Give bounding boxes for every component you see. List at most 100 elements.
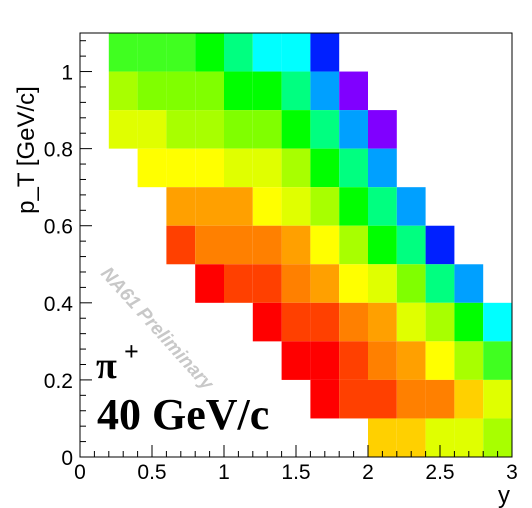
heatmap-cell xyxy=(310,379,340,419)
heatmap-cell xyxy=(310,302,340,342)
heatmap-cell xyxy=(425,225,455,265)
heatmap-cell xyxy=(224,148,253,188)
heatmap-cell xyxy=(310,33,340,72)
heatmap-cell xyxy=(454,264,484,303)
heatmap-cell xyxy=(252,187,282,226)
heatmap-cell xyxy=(310,264,340,303)
heatmap-cell xyxy=(224,225,253,265)
y-tick-label: 0.6 xyxy=(44,216,73,239)
heatmap-cell xyxy=(310,148,340,188)
heatmap-cell xyxy=(339,264,368,303)
heatmap-cell xyxy=(396,302,426,342)
heatmap-cell xyxy=(368,225,397,265)
heatmap-cell xyxy=(166,148,196,188)
heatmap-cell xyxy=(339,302,368,342)
particle-charge: + xyxy=(124,337,139,366)
heatmap-cell xyxy=(339,187,368,226)
heatmap-cell xyxy=(166,110,196,149)
x-tick-label: 2.5 xyxy=(425,461,454,484)
heatmap-cell xyxy=(281,33,311,72)
y-tick-label: 0.4 xyxy=(44,293,74,316)
heatmap-cell xyxy=(339,110,368,149)
y-tick-label: 0.8 xyxy=(44,139,73,162)
heatmap-cell xyxy=(224,71,253,111)
beam-momentum-label: 40 GeV/c xyxy=(97,390,269,439)
heatmap-cell xyxy=(281,341,311,380)
heatmap-cell xyxy=(339,71,368,111)
heatmap-cell xyxy=(195,148,224,188)
heatmap-cell xyxy=(368,148,397,188)
x-axis-label: y xyxy=(498,482,510,508)
heatmap-cell xyxy=(454,418,484,457)
heatmap-cell xyxy=(339,341,368,380)
heatmap-cell xyxy=(252,302,282,342)
heatmap-cell xyxy=(166,187,196,226)
heatmap-cell xyxy=(483,418,512,457)
heatmap-cell xyxy=(281,148,311,188)
heatmap-cell xyxy=(368,379,397,419)
heatmap-cell xyxy=(368,302,397,342)
plot-frame xyxy=(79,32,513,458)
heatmap-cell xyxy=(281,302,311,342)
heatmap-cell xyxy=(108,110,138,149)
heatmap-cell xyxy=(339,379,368,419)
heatmap-cell xyxy=(252,225,282,265)
heatmap-cell xyxy=(195,264,224,303)
heatmap-cell xyxy=(310,341,340,380)
heatmap-cell xyxy=(454,341,484,380)
y-tick-label: 0.2 xyxy=(44,370,73,393)
heatmap-cell xyxy=(396,264,426,303)
x-tick-label: 2 xyxy=(362,461,374,484)
heatmap-cell xyxy=(425,379,455,419)
heatmap-cell xyxy=(281,225,311,265)
y-tick-label: 1 xyxy=(61,62,73,85)
heatmap-cell xyxy=(224,264,253,303)
heatmap-cell xyxy=(224,110,253,149)
heatmap-cell xyxy=(310,71,340,111)
heatmap-cell xyxy=(195,71,224,111)
heatmap-cell xyxy=(166,33,196,72)
heatmap-cell xyxy=(166,71,196,111)
heatmap-cell xyxy=(281,187,311,226)
y-axis-label: p_T [GeV/c] xyxy=(13,86,40,214)
heatmap-cell xyxy=(252,110,282,149)
heatmap-cell xyxy=(454,379,484,419)
particle-symbol: π xyxy=(96,345,117,387)
heatmap-cell xyxy=(281,71,311,111)
heatmap-cell xyxy=(195,110,224,149)
heatmap-cell xyxy=(368,110,397,149)
heatmap-cell xyxy=(166,225,196,265)
heatmap-cell xyxy=(483,379,512,419)
heatmap-cell xyxy=(483,302,512,342)
heatmap-cell xyxy=(396,341,426,380)
heatmap-cell xyxy=(281,264,311,303)
heatmap-cell xyxy=(281,110,311,149)
heatmap-cell xyxy=(368,341,397,380)
heatmap-cell xyxy=(310,225,340,265)
x-tick-label: 1.5 xyxy=(281,461,310,484)
heatmap-cell xyxy=(368,187,397,226)
heatmap-cell xyxy=(195,33,224,72)
heatmap-cell xyxy=(368,264,397,303)
heatmap-cell xyxy=(252,71,282,111)
heatmap-cell xyxy=(425,302,455,342)
heatmap-cell xyxy=(310,187,340,226)
heatmap-cell xyxy=(425,341,455,380)
heatmap-cell xyxy=(454,302,484,342)
heatmap-cell xyxy=(339,148,368,188)
heatmap-cell xyxy=(396,225,426,265)
heatmap-cell xyxy=(137,148,167,188)
y-axis-ticks: 0 0.2 0.4 0.6 0.8 1 xyxy=(44,40,92,470)
y-tick-label: 0 xyxy=(61,447,73,470)
heatmap-cell xyxy=(224,33,253,72)
heatmap-cell xyxy=(224,187,253,226)
heatmap-cell xyxy=(310,110,340,149)
x-axis-ticks: 0 0.5 1 1.5 2 2.5 3 xyxy=(74,445,518,484)
x-tick-label: 0.5 xyxy=(137,461,166,484)
heatmap-cell xyxy=(108,33,138,72)
heatmap-cell xyxy=(108,71,138,111)
heatmap-cell xyxy=(137,110,167,149)
heatmap-cell xyxy=(396,187,426,226)
